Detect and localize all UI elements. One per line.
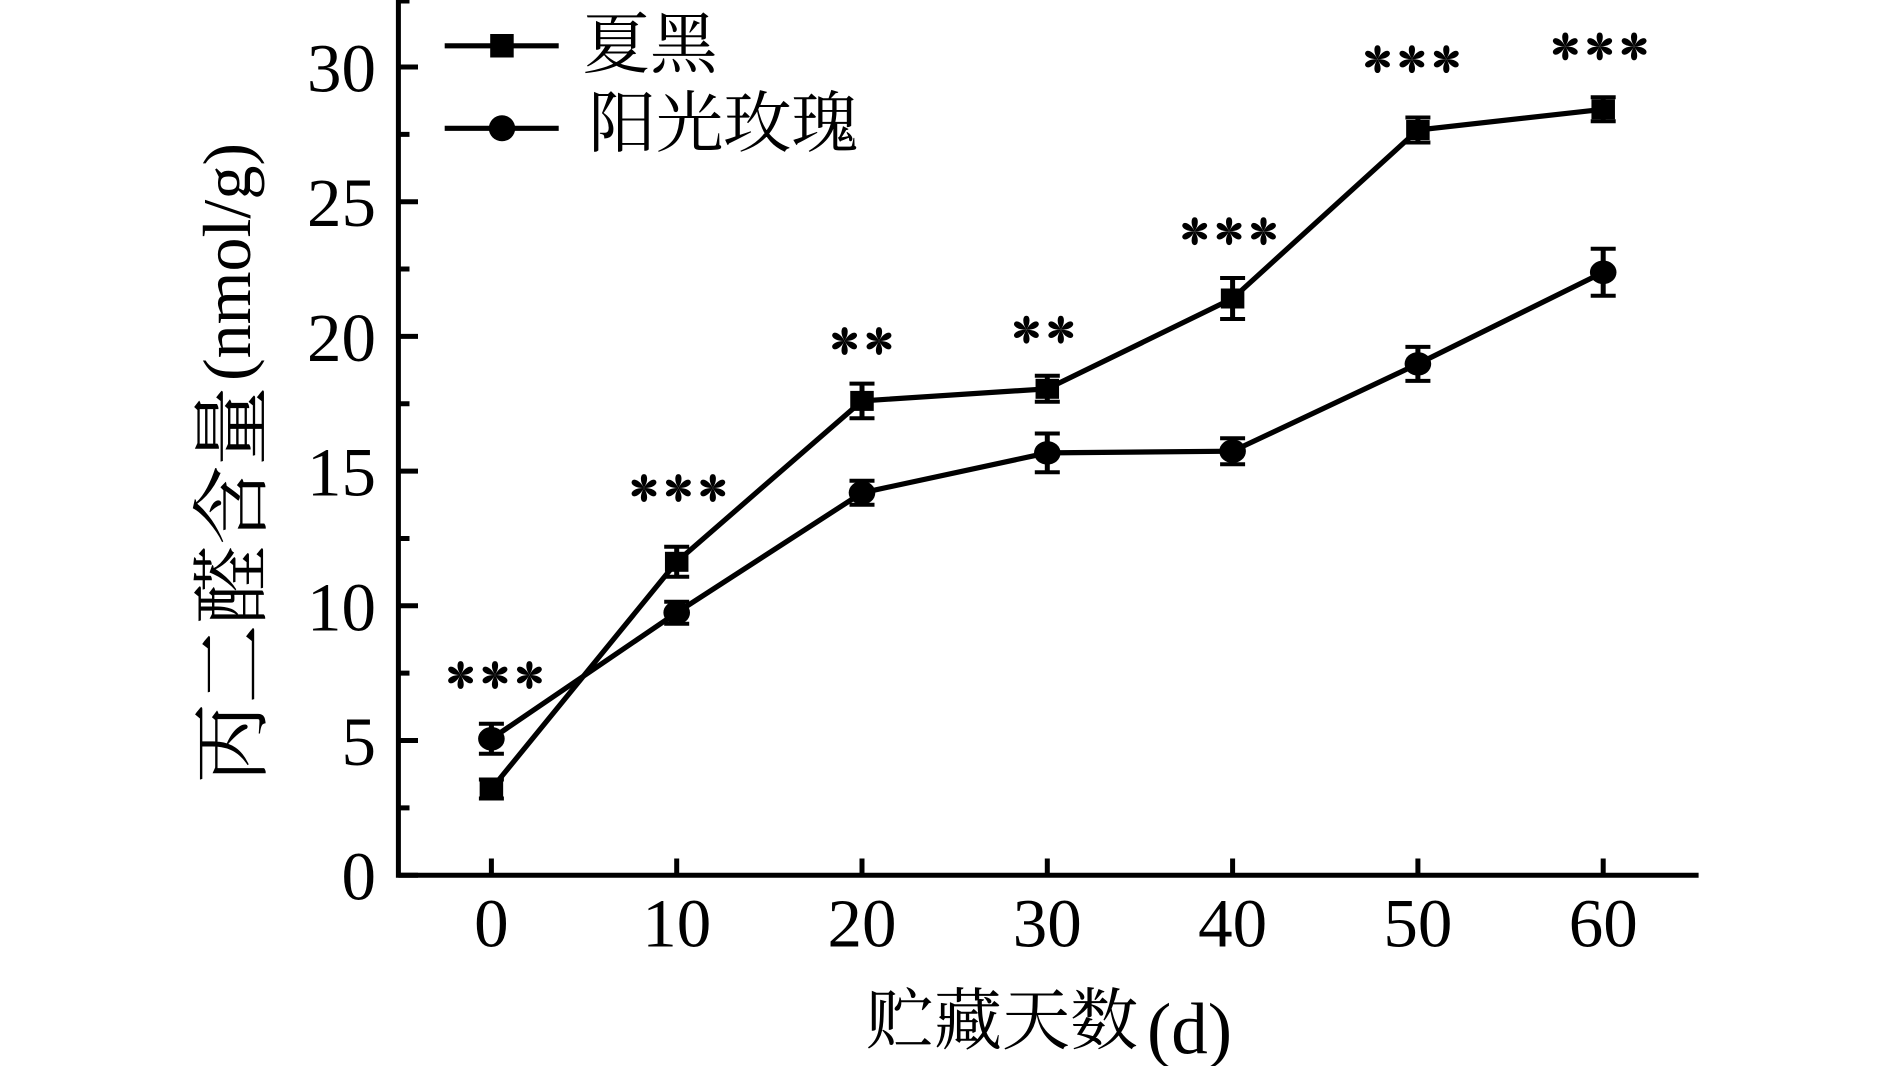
svg-text:0: 0 <box>474 886 509 962</box>
svg-text:0: 0 <box>342 839 377 915</box>
svg-text:5: 5 <box>342 704 377 780</box>
svg-text:10: 10 <box>642 886 711 962</box>
svg-text:10: 10 <box>307 569 376 645</box>
svg-text:(d): (d) <box>1147 988 1232 1066</box>
svg-text:20: 20 <box>828 886 897 962</box>
svg-text:50: 50 <box>1383 886 1452 962</box>
svg-text:20: 20 <box>307 300 376 376</box>
svg-text:40: 40 <box>1198 886 1267 962</box>
svg-text:30: 30 <box>307 31 376 107</box>
svg-text:30: 30 <box>1013 886 1082 962</box>
svg-text:15: 15 <box>307 435 376 511</box>
svg-text:(nmol/g): (nmol/g) <box>189 143 265 381</box>
svg-text:60: 60 <box>1569 886 1638 962</box>
svg-text:25: 25 <box>307 165 376 241</box>
